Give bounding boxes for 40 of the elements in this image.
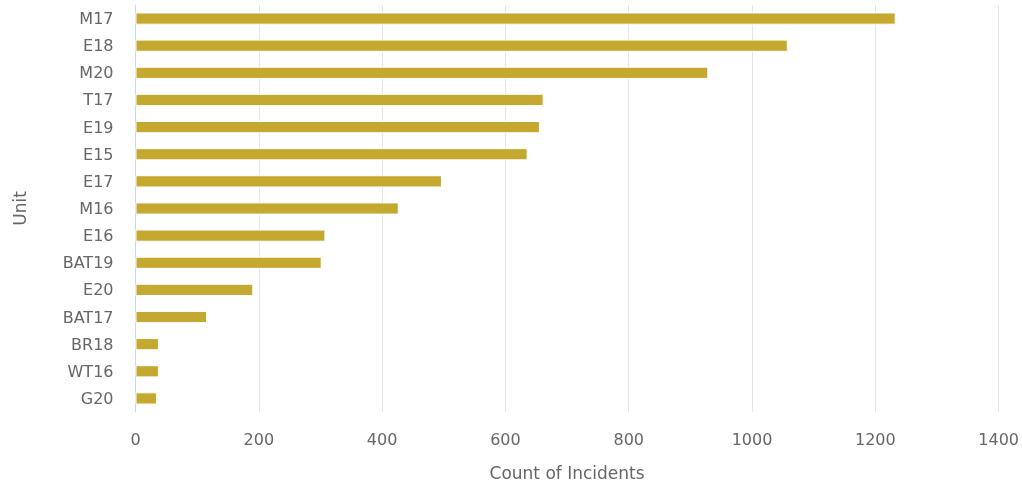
bar <box>135 93 544 107</box>
x-tick-label: 1000 <box>731 429 773 449</box>
y-tick-label: E19 <box>83 117 114 137</box>
y-axis-title: Unit <box>10 190 30 226</box>
bar <box>135 66 709 79</box>
bar <box>135 283 254 297</box>
y-tick-label: BAT17 <box>62 307 114 327</box>
y-tick-label: BAT19 <box>62 253 114 273</box>
y-tick-label: BR18 <box>71 334 114 354</box>
bar <box>135 121 540 134</box>
x-tick-label: 800 <box>613 429 644 449</box>
y-tick-label: E15 <box>83 144 114 164</box>
bar <box>135 392 158 405</box>
bar <box>135 175 442 188</box>
y-tick-label: E20 <box>83 280 114 300</box>
bar <box>135 202 399 215</box>
x-tick-label: 1200 <box>854 429 896 449</box>
y-tick-label: G20 <box>80 388 114 408</box>
bar <box>135 365 159 378</box>
y-tick-label: M17 <box>79 9 114 29</box>
y-tick-label: M20 <box>79 63 114 83</box>
x-tick-label: 1400 <box>978 429 1019 449</box>
bar <box>135 229 326 242</box>
bar <box>135 338 159 351</box>
y-tick-label: E17 <box>83 171 114 191</box>
y-tick-label: E18 <box>83 36 114 56</box>
x-tick-label: 400 <box>366 429 398 449</box>
x-axis-title: Count of Incidents <box>489 462 645 483</box>
bar <box>135 39 788 52</box>
x-tick-label: 200 <box>243 429 275 449</box>
y-tick-label: T17 <box>82 90 114 110</box>
y-tick-label: M16 <box>79 199 114 218</box>
bar <box>135 148 528 161</box>
y-tick-label: E16 <box>83 226 114 246</box>
x-tick-label: 0 <box>130 429 141 449</box>
bar <box>135 12 896 25</box>
bar <box>135 256 322 269</box>
bar <box>135 310 208 324</box>
y-tick-label: WT16 <box>67 361 114 381</box>
x-tick-label: 600 <box>490 429 521 449</box>
